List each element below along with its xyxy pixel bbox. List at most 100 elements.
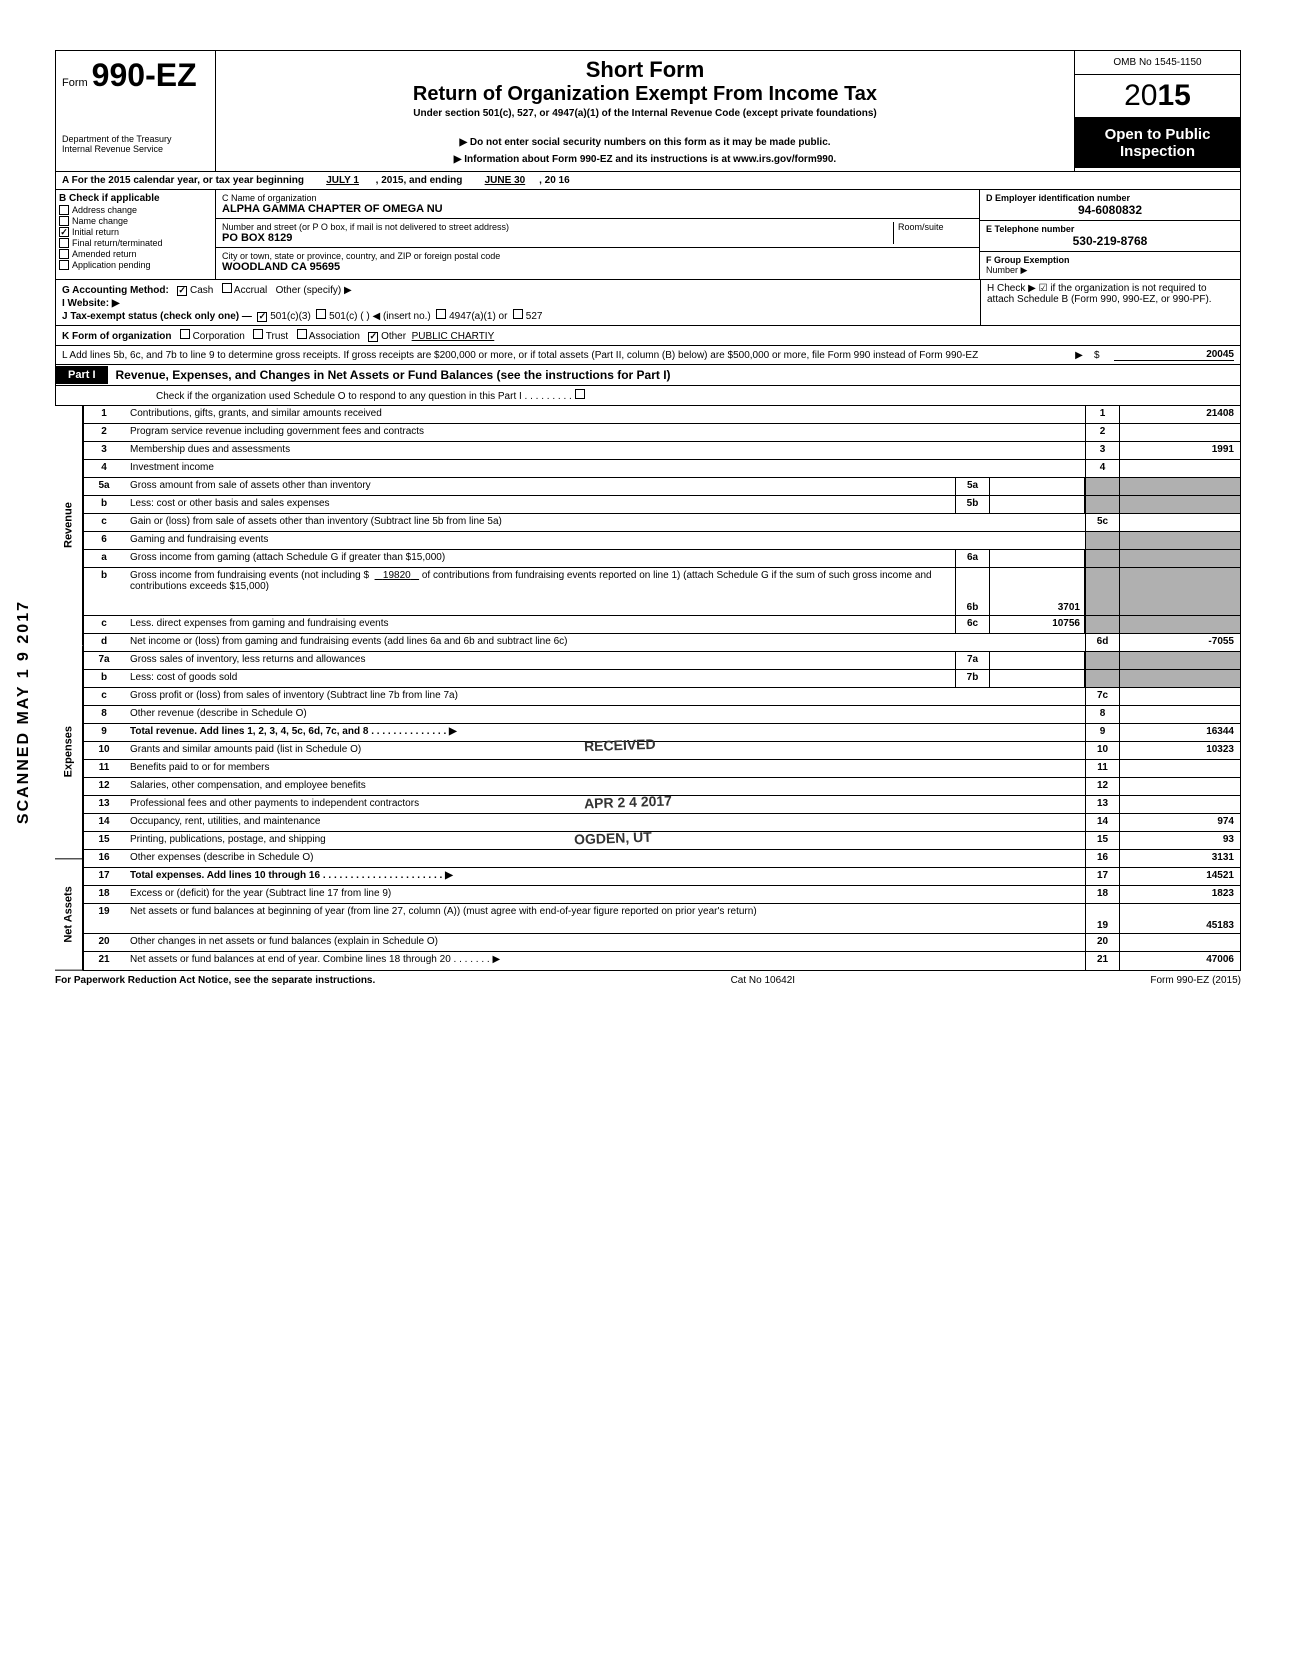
section-c: C Name of organization ALPHA GAMMA CHAPT… — [216, 190, 980, 279]
line-6a-num: a — [84, 550, 124, 567]
line-17-num: 17 — [84, 868, 124, 885]
line-6b-desc: Gross income from fundraising events (no… — [124, 568, 955, 615]
label-tax-exempt: J Tax-exempt status (check only one) — — [62, 311, 252, 322]
line-7c-box: 7c — [1085, 688, 1120, 705]
checkbox-501c3[interactable]: ✓ — [257, 312, 267, 322]
line-9-box: 9 — [1085, 724, 1120, 741]
year-prefix: 20 — [1124, 79, 1157, 112]
line-7c-val — [1120, 688, 1240, 705]
line-13-val — [1120, 796, 1240, 813]
checkbox-name-change[interactable] — [59, 216, 69, 226]
part1-label: Part I — [56, 366, 108, 384]
part1-checkif: Check if the organization used Schedule … — [55, 386, 1241, 406]
received-stamp: RECEIVED — [584, 736, 656, 754]
checkbox-accrual[interactable] — [222, 283, 232, 293]
scanned-stamp: SCANNED MAY 1 9 2017 — [15, 600, 33, 824]
line-8-desc: Other revenue (describe in Schedule O) — [124, 706, 1085, 723]
line-5a-num: 5a — [84, 478, 124, 495]
checkbox-trust[interactable] — [253, 329, 263, 339]
line-6b-sn: 6b — [955, 568, 990, 615]
line-6c-sn: 6c — [955, 616, 990, 633]
line-2-box: 2 — [1085, 424, 1120, 441]
line-6c-num: c — [84, 616, 124, 633]
line-15-box: 15 — [1085, 832, 1120, 849]
line-7a-sv — [990, 652, 1085, 669]
line-19-num: 19 — [84, 904, 124, 933]
label-ein: D Employer identification number — [986, 193, 1234, 203]
line-1-box: 1 — [1085, 406, 1120, 423]
checkbox-corp[interactable] — [180, 329, 190, 339]
line-6b-shade2 — [1120, 568, 1240, 615]
line-6d-num: d — [84, 634, 124, 651]
line-16-desc: Other expenses (describe in Schedule O) — [124, 850, 1085, 867]
label-corp: Corporation — [193, 331, 245, 342]
line-20-box: 20 — [1085, 934, 1120, 951]
line-10-val: 10323 — [1120, 742, 1240, 759]
date-stamp: APR 2 4 2017 — [584, 792, 672, 811]
part1-title: Revenue, Expenses, and Changes in Net As… — [108, 365, 679, 385]
checkbox-address-change[interactable] — [59, 205, 69, 215]
line-5b-shade — [1085, 496, 1120, 513]
line-21-desc: Net assets or fund balances at end of ye… — [124, 952, 1085, 970]
line-7b-sv — [990, 670, 1085, 687]
line-7b-desc: Less: cost of goods sold — [124, 670, 955, 687]
line-15-val: 93 — [1120, 832, 1240, 849]
org-name: ALPHA GAMMA CHAPTER OF OMEGA NU — [222, 203, 973, 215]
line-17-box: 17 — [1085, 868, 1120, 885]
line-7a-shade2 — [1120, 652, 1240, 669]
checkbox-initial-return[interactable]: ✓ — [59, 227, 69, 237]
label-501c: 501(c) ( — [329, 311, 363, 322]
tax-year-yr: , 20 16 — [539, 175, 570, 186]
label-501c3: 501(c)(3) — [270, 311, 311, 322]
line-5b-shade2 — [1120, 496, 1240, 513]
checkbox-final-return[interactable] — [59, 238, 69, 248]
side-revenue: Revenue — [55, 406, 83, 645]
line-19-val: 45183 — [1120, 904, 1240, 933]
line-18-box: 18 — [1085, 886, 1120, 903]
line-7b-sn: 7b — [955, 670, 990, 687]
form-left-col: Form 990-EZ Department of the Treasury I… — [56, 51, 216, 171]
line-7c-desc: Gross profit or (loss) from sales of inv… — [124, 688, 1085, 705]
checkbox-amended[interactable] — [59, 249, 69, 259]
checkbox-527[interactable] — [513, 309, 523, 319]
checkbox-501c[interactable] — [316, 309, 326, 319]
year-suffix: 15 — [1158, 79, 1191, 112]
line-18-desc: Excess or (deficit) for the year (Subtra… — [124, 886, 1085, 903]
footer-cat: Cat No 10642I — [731, 975, 796, 986]
label-other-org: Other — [381, 331, 406, 342]
line-5b-num: b — [84, 496, 124, 513]
year-box: 2015 — [1075, 75, 1240, 118]
label-website: I Website: ▶ — [62, 298, 120, 309]
short-form-title: Short Form — [226, 57, 1064, 83]
checkbox-assoc[interactable] — [297, 329, 307, 339]
section-h: H Check ▶ ☑ if the organization is not r… — [980, 280, 1240, 325]
arrow-icon: ▶ — [1064, 350, 1094, 361]
line-6a-desc: Gross income from gaming (attach Schedul… — [124, 550, 955, 567]
section-b: B Check if applicable Address change Nam… — [56, 190, 216, 279]
checkbox-4947[interactable] — [436, 309, 446, 319]
line-7a-desc: Gross sales of inventory, less returns a… — [124, 652, 955, 669]
checkbox-cash[interactable]: ✓ — [177, 286, 187, 296]
checkbox-schedule-o[interactable] — [575, 389, 585, 399]
line-6-shade2 — [1120, 532, 1240, 549]
line-17-val: 14521 — [1120, 868, 1240, 885]
line-13-num: 13 — [84, 796, 124, 813]
line-5b-sv — [990, 496, 1085, 513]
row-l: L Add lines 5b, 6c, and 7b to line 9 to … — [55, 346, 1241, 365]
section-de: D Employer identification number 94-6080… — [980, 190, 1240, 279]
label-app-pending: Application pending — [72, 260, 151, 270]
line-6c-shade — [1085, 616, 1120, 633]
room-suite: Room/suite — [893, 222, 973, 244]
checkbox-app-pending[interactable] — [59, 260, 69, 270]
checkbox-other-org[interactable]: ✓ — [368, 332, 378, 342]
form-word: Form — [62, 77, 88, 89]
lines-wrapper: Revenue Expenses Net Assets 1Contributio… — [55, 406, 1241, 971]
line-3-num: 3 — [84, 442, 124, 459]
line-4-desc: Investment income — [124, 460, 1085, 477]
line-16-box: 16 — [1085, 850, 1120, 867]
org-city: WOODLAND CA 95695 — [222, 261, 973, 273]
line-13-box: 13 — [1085, 796, 1120, 813]
line-6a-shade2 — [1120, 550, 1240, 567]
phone-value: 530-219-8768 — [986, 234, 1234, 248]
line-7b-shade — [1085, 670, 1120, 687]
